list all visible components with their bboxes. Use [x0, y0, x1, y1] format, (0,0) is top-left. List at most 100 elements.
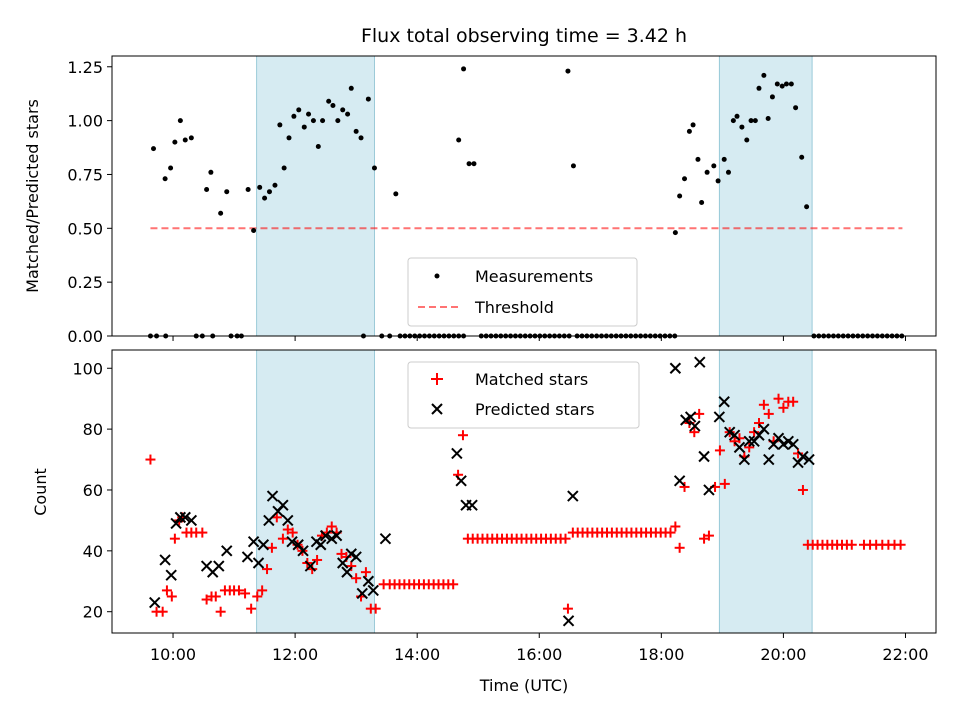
- matched-star-point: [734, 433, 745, 444]
- bottom-ytick-label: 60: [83, 481, 103, 500]
- legend-matched-stars-label: Matched stars: [475, 370, 588, 389]
- measurement-point: [695, 156, 701, 162]
- matched-star-point: [846, 539, 857, 550]
- measurement-point: [686, 128, 692, 134]
- measurement-point: [277, 122, 283, 128]
- matched-star-point: [749, 427, 760, 438]
- predicted-star-point: [803, 453, 815, 466]
- top-legend-box: [407, 257, 638, 327]
- predicted-star-point: [562, 615, 575, 627]
- matched-star-point: [778, 402, 789, 413]
- measurement-point: [761, 72, 767, 78]
- bottom-legend-box: [407, 361, 640, 429]
- measurement-point: [461, 66, 467, 72]
- predicted-star-point: [684, 411, 697, 423]
- measurement-point: [466, 161, 472, 167]
- matched-star-point: [145, 454, 156, 465]
- matched-star-point: [262, 564, 273, 575]
- predicted-star-point: [713, 411, 726, 423]
- bottom-panel-ticks: 20 40 60 80 100 10:00 12:00 14:00 16:00 18:00 20:0…: [72, 359, 928, 664]
- matched-star-point: [714, 445, 725, 456]
- matched-star-point: [252, 591, 263, 602]
- matched-star-point: [266, 542, 277, 553]
- top-panel-ylabel: Matched/Predicted stars: [23, 99, 42, 293]
- measurement-point: [348, 85, 354, 91]
- bottom-panel-frame: [111, 349, 937, 634]
- top-panel-frame: [111, 55, 937, 337]
- top-ytick-label: 0.25: [67, 273, 103, 292]
- predicted-star-point: [266, 490, 279, 502]
- measurement-point: [340, 107, 346, 113]
- matched-star-point: [753, 418, 764, 429]
- legend-measurements-label: Measurements: [475, 267, 593, 286]
- predicted-star-point: [455, 475, 467, 487]
- measurement-point: [769, 94, 775, 100]
- predicted-star-point: [286, 536, 298, 548]
- legend-predicted-stars-marker: [431, 403, 443, 415]
- matched-star-point: [744, 442, 755, 453]
- predicted-star-point: [362, 575, 375, 587]
- bottom-ytick-label: 100: [72, 359, 103, 378]
- predicted-star-point: [179, 511, 191, 524]
- matched-star-point: [326, 521, 337, 532]
- matched-star-point: [689, 427, 700, 438]
- measurement-point: [371, 165, 377, 171]
- bottom-xtick-label: 18:00: [638, 645, 684, 664]
- matched-star-point: [257, 585, 268, 596]
- predicted-star-point: [149, 596, 161, 609]
- predicted-star-point: [330, 529, 343, 542]
- predicted-star-point: [738, 453, 751, 466]
- measurement-point: [471, 161, 477, 167]
- predicted-star-point: [337, 557, 349, 569]
- predicted-star-point: [297, 545, 309, 557]
- bottom-legend: Matched stars Predicted stars: [407, 361, 640, 429]
- matched-star-point: [246, 603, 257, 614]
- measurement-point: [358, 135, 364, 141]
- predicted-star-point: [689, 420, 701, 432]
- predicted-star-point: [159, 554, 171, 566]
- measurement-point: [224, 189, 230, 195]
- top-panel-shaded-regions: [256, 55, 813, 337]
- measurement-point: [365, 96, 371, 102]
- measurement-point: [281, 165, 287, 171]
- matched-stars-points: [145, 393, 906, 617]
- top-ytick-label: 1.00: [67, 112, 103, 131]
- top-legend: Measurements Threshold: [407, 257, 638, 327]
- predicted-star-point: [698, 450, 710, 463]
- measurement-point: [715, 178, 721, 184]
- predicted-star-point: [743, 435, 755, 447]
- predicted-star-point: [257, 539, 270, 551]
- measurement-point: [704, 169, 710, 175]
- measurement-point: [218, 210, 224, 216]
- measurement-point: [151, 146, 157, 152]
- measurement-point: [182, 137, 188, 143]
- measurement-point: [690, 122, 696, 128]
- predicted-star-point: [787, 438, 799, 451]
- measurement-point: [272, 182, 278, 188]
- measurement-point: [793, 105, 799, 111]
- matched-star-point: [215, 606, 226, 617]
- matched-star-point: [240, 588, 251, 599]
- bottom-xtick-label: 10:00: [150, 645, 196, 664]
- matched-star-point: [763, 408, 774, 419]
- measurement-point: [734, 113, 740, 119]
- matched-star-point: [665, 527, 676, 538]
- predicted-star-point: [367, 584, 379, 597]
- predicted-star-point: [213, 560, 225, 572]
- bottom-panel: 20 40 60 80 100 10:00 12:00 14:00 16:00 18:00 20:0…: [31, 349, 937, 695]
- measurement-point: [257, 184, 263, 190]
- matched-star-point: [233, 585, 244, 596]
- predicted-star-point: [797, 450, 809, 463]
- matched-star-point: [210, 591, 221, 602]
- bottom-shaded-region-1: [718, 349, 813, 634]
- predicted-star-point: [763, 453, 775, 466]
- measurement-point: [296, 107, 302, 113]
- predicted-star-point: [356, 587, 368, 600]
- measurement-point: [765, 115, 771, 121]
- measurement-point: [721, 156, 727, 162]
- predicted-star-point: [466, 499, 478, 511]
- measurement-point: [565, 68, 571, 74]
- matched-star-point: [719, 478, 730, 489]
- measurement-point: [245, 187, 251, 193]
